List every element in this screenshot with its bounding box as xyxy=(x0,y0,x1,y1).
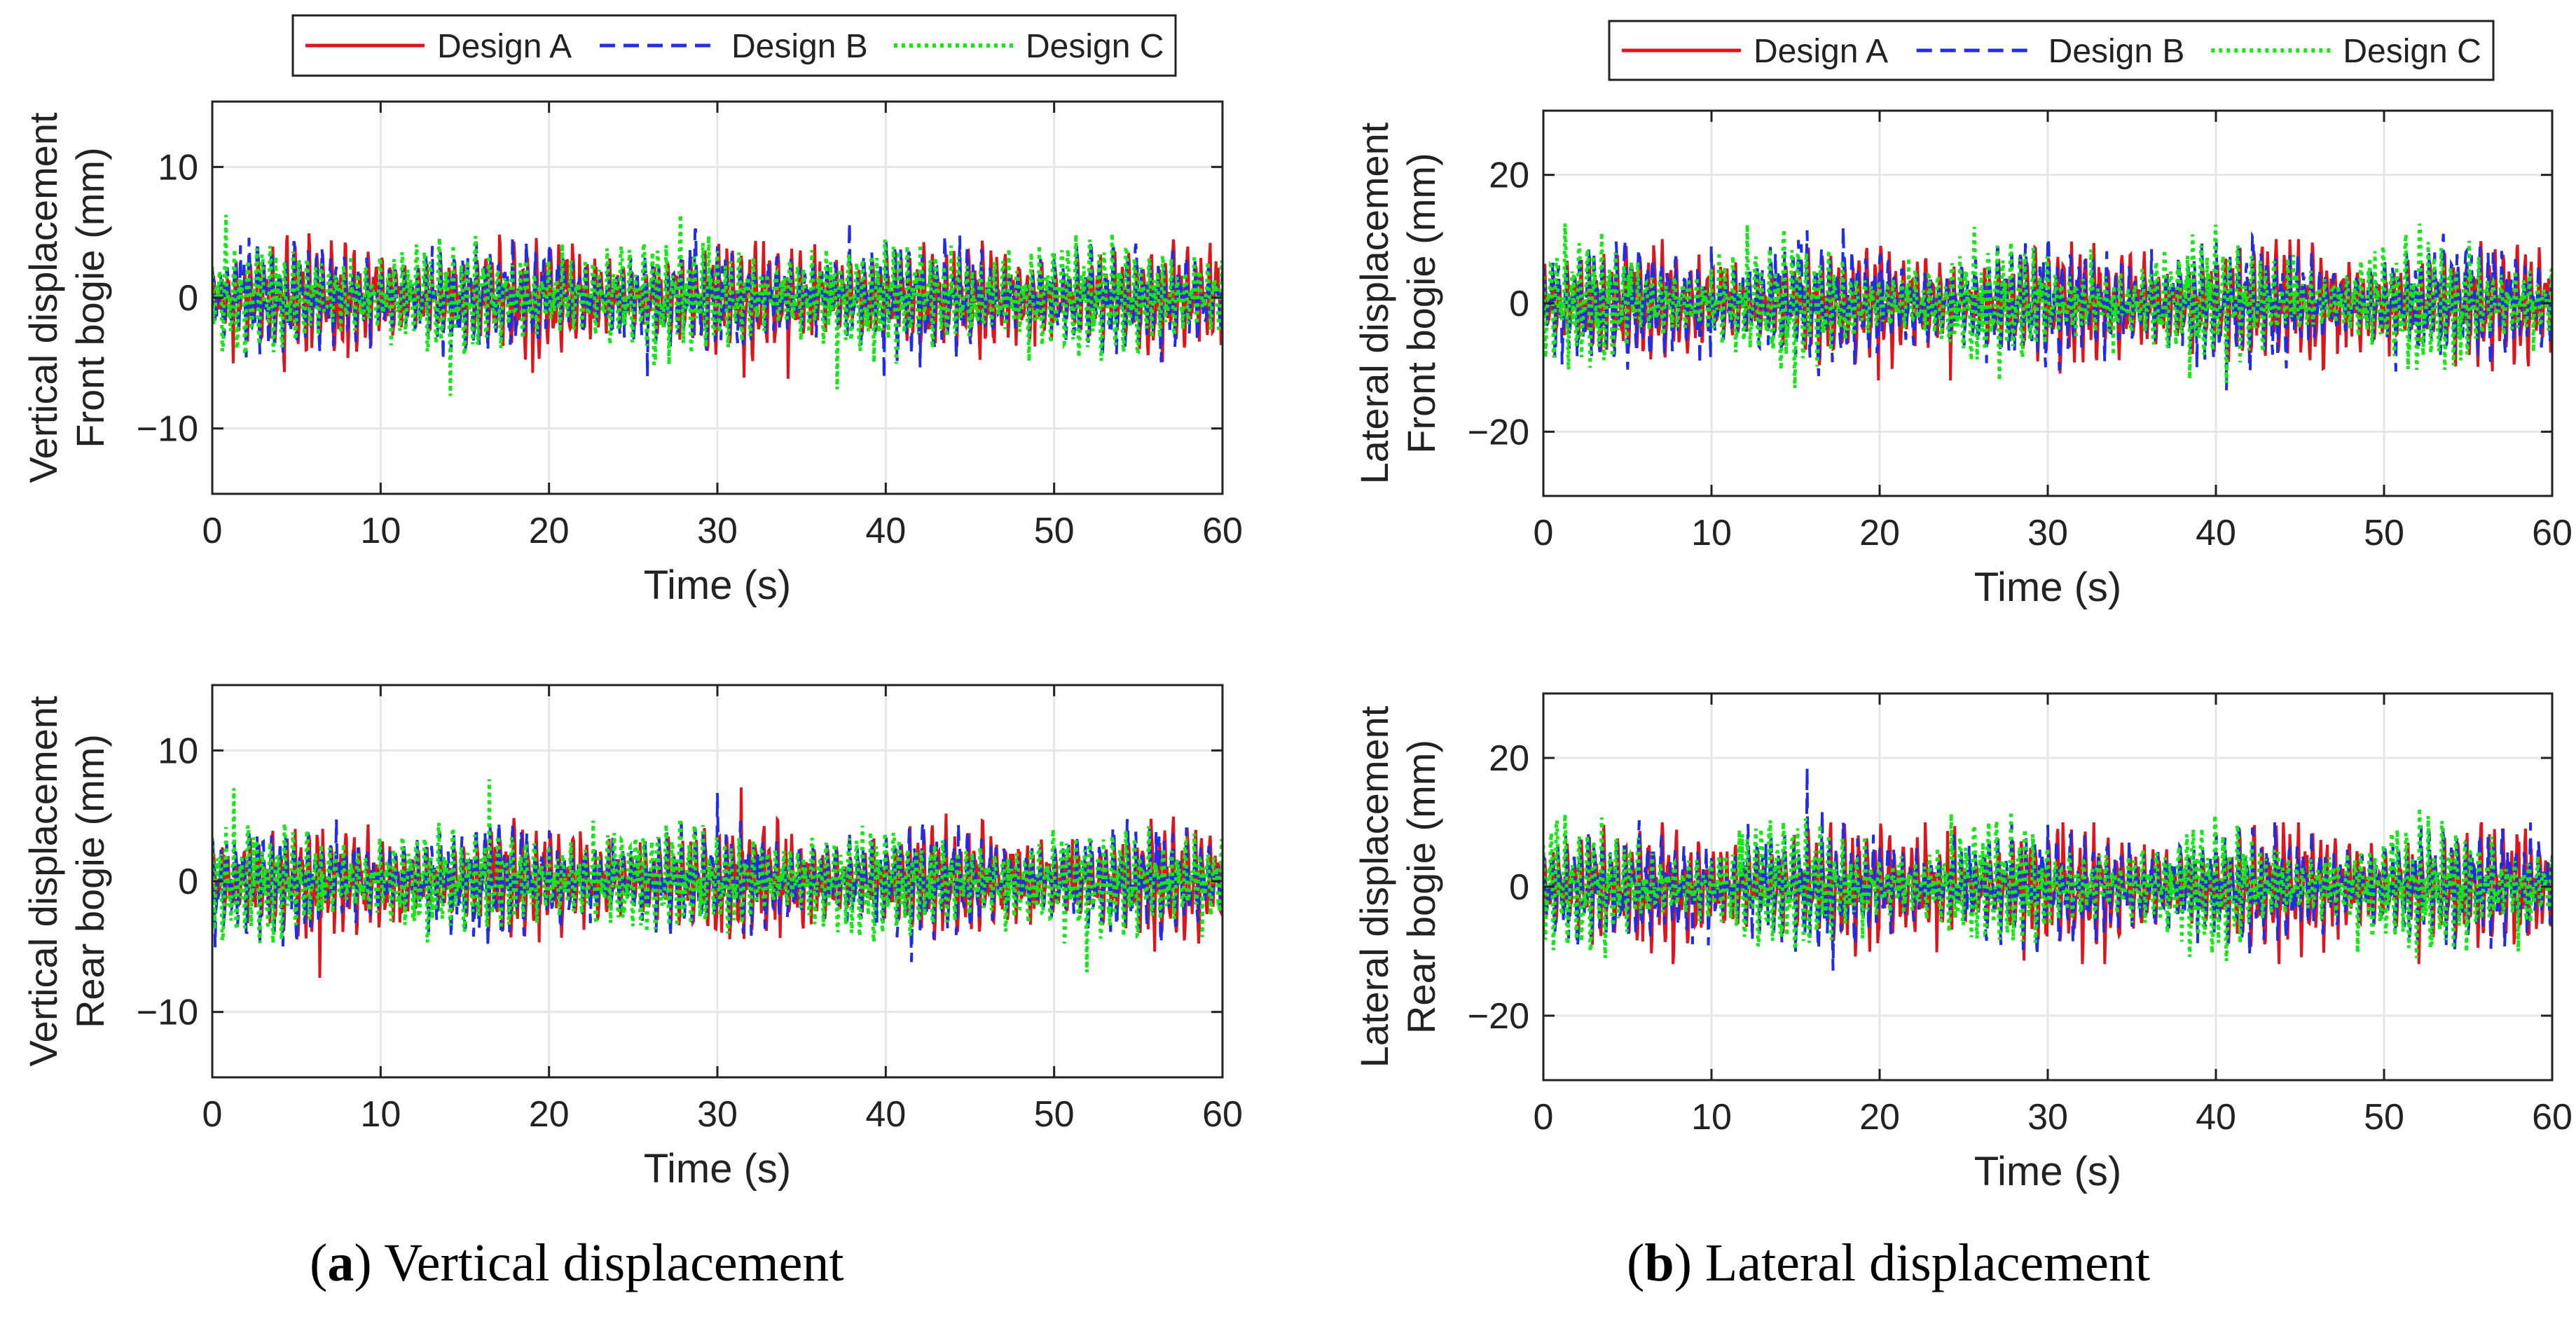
x-tick-label: 40 xyxy=(865,511,906,551)
x-tick-label: 10 xyxy=(1691,1097,1732,1138)
legend-b: Design A Design B Design C xyxy=(1608,20,2495,81)
x-tick-label: 50 xyxy=(2364,513,2404,553)
y-tick-label: 20 xyxy=(1489,738,1529,779)
y-axis-label: Lateral displacement xyxy=(1352,705,1396,1068)
legend-label-design-b: Design B xyxy=(2048,33,2185,70)
x-axis-label: Time (s) xyxy=(1974,565,2121,610)
y-axis-label: Vertical displacement xyxy=(21,696,65,1067)
x-tick-label: 40 xyxy=(865,1094,906,1135)
x-tick-label: 30 xyxy=(2027,513,2068,553)
x-tick-label: 50 xyxy=(1034,1094,1075,1135)
legend-a: Design A Design B Design C xyxy=(291,14,1177,77)
x-tick-label: 0 xyxy=(1534,513,1554,553)
caption-a-text: Vertical displacement xyxy=(384,1234,844,1292)
series-line-design-c xyxy=(1543,808,2552,962)
y-tick-label: −10 xyxy=(137,993,198,1033)
y-tick-label: 0 xyxy=(1509,867,1529,908)
legend-box xyxy=(1608,20,2495,81)
y-tick-label: −20 xyxy=(1468,996,1529,1037)
x-axis-label: Time (s) xyxy=(644,1146,791,1192)
plot-area xyxy=(212,779,1222,979)
y-tick-label: −10 xyxy=(137,409,198,450)
caption-b-text: Lateral displacement xyxy=(1704,1234,2151,1292)
y-tick-label: 10 xyxy=(158,731,198,771)
x-tick-label: 10 xyxy=(360,1094,401,1135)
y-axis-label: Vertical displacement xyxy=(21,112,65,483)
x-tick-label: 40 xyxy=(2196,1097,2236,1138)
x-tick-label: 60 xyxy=(2532,513,2572,553)
legend-box xyxy=(291,14,1177,77)
chart-a-top: 0 10 20 30 40 50 60 −10 0 10 Time (s) Vertical disp… xyxy=(21,100,1243,608)
caption-b: (b) Lateral displacement xyxy=(1627,1234,2151,1292)
y-axis-label: Rear bogie (mm) xyxy=(1399,740,1443,1034)
x-tick-label: 10 xyxy=(360,511,401,551)
y-axis-label: Front bogie (mm) xyxy=(1399,153,1443,453)
chart-b-top: 0 10 20 30 40 50 60 −20 0 20 Time (s) Lateral displ… xyxy=(1352,109,2572,610)
y-tick-label: 0 xyxy=(178,862,198,902)
y-tick-label: 0 xyxy=(178,278,198,319)
caption-a-letter: a xyxy=(327,1234,354,1292)
x-tick-label: 60 xyxy=(1202,511,1243,551)
y-tick-label: 20 xyxy=(1489,156,1529,196)
legend-label-design-b: Design B xyxy=(731,28,868,65)
plot-area xyxy=(1543,223,2552,391)
y-axis-label: Lateral displacement xyxy=(1352,122,1396,484)
chart-a-bottom: 0 10 20 30 40 50 60 −10 0 10 Time (s) Vertical disp… xyxy=(21,684,1243,1192)
x-tick-label: 50 xyxy=(2364,1097,2404,1138)
x-tick-label: 0 xyxy=(1534,1097,1554,1138)
x-tick-label: 60 xyxy=(1202,1094,1243,1135)
series-line-design-c xyxy=(212,214,1222,396)
x-tick-label: 0 xyxy=(202,511,223,551)
x-tick-label: 20 xyxy=(529,511,570,551)
x-tick-label: 60 xyxy=(2532,1097,2572,1138)
x-tick-label: 30 xyxy=(697,1094,738,1135)
legend-label-design-c: Design C xyxy=(1026,28,1164,65)
x-tick-label: 20 xyxy=(1859,513,1900,553)
x-tick-label: 20 xyxy=(529,1094,570,1135)
y-tick-label: −20 xyxy=(1468,412,1529,453)
x-tick-label: 30 xyxy=(697,511,738,551)
series-line-design-c xyxy=(212,779,1222,973)
y-axis-label: Rear bogie (mm) xyxy=(68,734,112,1028)
caption-b-letter: b xyxy=(1644,1234,1674,1292)
plot-area xyxy=(212,214,1222,396)
y-tick-label: 10 xyxy=(158,147,198,188)
series-line-design-c xyxy=(1543,223,2552,389)
caption-a: (a) Vertical displacement xyxy=(310,1234,844,1292)
y-axis-label: Front bogie (mm) xyxy=(68,147,112,448)
x-tick-label: 40 xyxy=(2196,513,2236,553)
x-tick-label: 50 xyxy=(1034,511,1075,551)
legend-label-design-c: Design C xyxy=(2343,33,2481,70)
x-tick-label: 10 xyxy=(1691,513,1732,553)
plot-area xyxy=(1543,767,2552,971)
x-tick-label: 0 xyxy=(202,1094,223,1135)
legend-label-design-a: Design A xyxy=(437,28,572,65)
x-tick-label: 20 xyxy=(1859,1097,1900,1138)
series-line-design-b xyxy=(1543,767,2552,971)
y-tick-label: 0 xyxy=(1509,284,1529,324)
x-axis-label: Time (s) xyxy=(644,562,791,608)
x-tick-label: 30 xyxy=(2027,1097,2068,1138)
chart-b-bottom: 0 10 20 30 40 50 60 −20 0 20 Time (s) Lateral displ… xyxy=(1352,692,2572,1194)
legend-label-design-a: Design A xyxy=(1754,33,1888,70)
x-axis-label: Time (s) xyxy=(1974,1149,2121,1194)
